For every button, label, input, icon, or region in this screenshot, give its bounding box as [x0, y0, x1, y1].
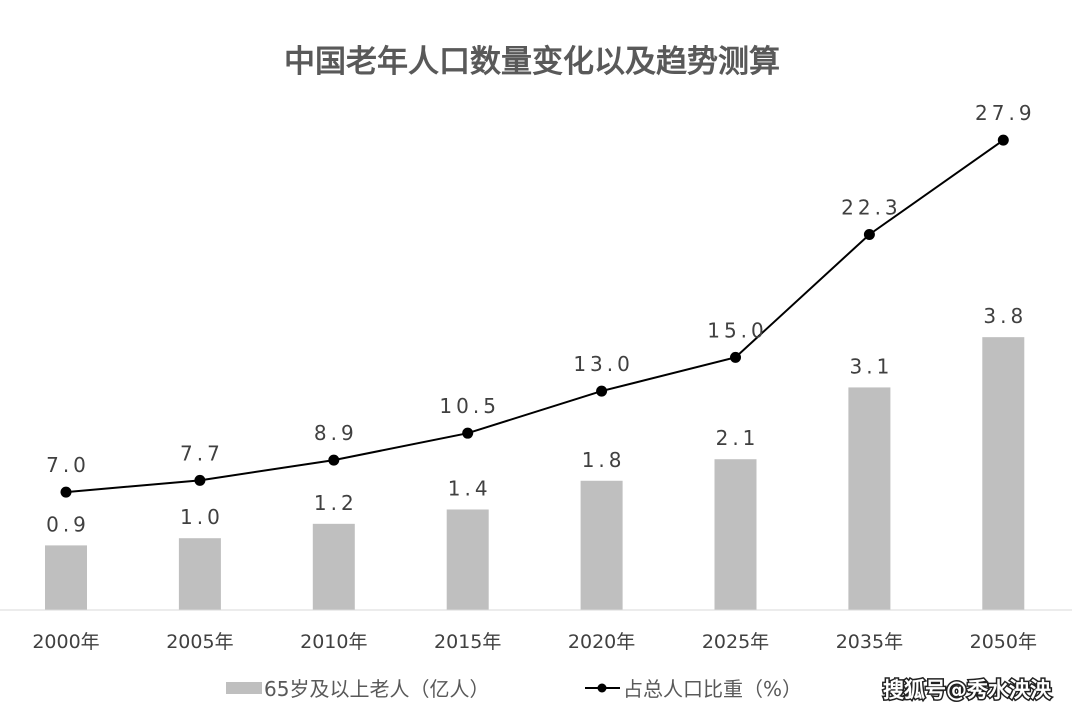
bar — [580, 480, 623, 610]
line-data-label: 7.7 — [180, 441, 224, 465]
line-point — [997, 134, 1009, 146]
bar-data-label: 2.1 — [716, 426, 760, 450]
line-data-label: 22.3 — [841, 195, 902, 219]
legend-line-label: 占总人口比重（%） — [623, 677, 802, 701]
legend: 65岁及以上老人（亿人） 占总人口比重（%） — [226, 677, 802, 701]
line-point — [730, 351, 741, 363]
line-point — [596, 385, 608, 397]
bar-data-label: 1.2 — [314, 491, 358, 515]
x-tick-label: 2010年 — [300, 631, 367, 653]
bar — [982, 337, 1025, 610]
bar-data-label: 3.1 — [849, 354, 893, 378]
bar-data-label: 3.8 — [983, 304, 1027, 328]
bar-data-label: 1.8 — [582, 448, 626, 472]
line-point — [863, 228, 875, 240]
chart-title: 中国老年人口数量变化以及趋势测算 — [284, 44, 780, 80]
legend-bar-label: 65岁及以上老人（亿人） — [264, 677, 489, 701]
bar — [848, 387, 891, 610]
line-point — [328, 454, 340, 466]
x-tick-label: 2020年 — [568, 631, 635, 653]
line-series — [65, 139, 1004, 494]
line-data-label: 27.9 — [975, 101, 1036, 125]
watermark: 搜狐号@秀水泱泱 — [883, 678, 1052, 702]
line-data-label: 7.0 — [46, 453, 90, 477]
x-tick-label: 2015年 — [434, 631, 501, 653]
line-data-label: 8.9 — [314, 421, 358, 445]
x-tick-label: 2025年 — [702, 631, 769, 653]
line-point — [60, 486, 72, 498]
legend-bar-swatch — [226, 682, 262, 694]
bar — [446, 509, 489, 610]
line-data-label: 13.0 — [573, 352, 634, 376]
line-point — [462, 427, 474, 439]
line-data-label: 15.0 — [707, 318, 768, 342]
x-tick-label: 2005年 — [166, 631, 233, 653]
bar — [178, 538, 221, 610]
bar — [714, 459, 757, 610]
x-tick-label: 2050年 — [970, 631, 1037, 653]
x-tick-label: 2035年 — [836, 631, 903, 653]
x-tick-label: 2000年 — [32, 631, 99, 653]
bar — [312, 523, 355, 610]
bar-data-label: 1.4 — [448, 476, 492, 500]
bar — [45, 545, 87, 610]
legend-line-marker — [597, 683, 607, 693]
line-data-label: 10.5 — [439, 394, 500, 418]
bar-data-label: 0.9 — [46, 512, 90, 536]
line-point — [194, 474, 206, 486]
bar-data-label: 1.0 — [180, 505, 224, 529]
